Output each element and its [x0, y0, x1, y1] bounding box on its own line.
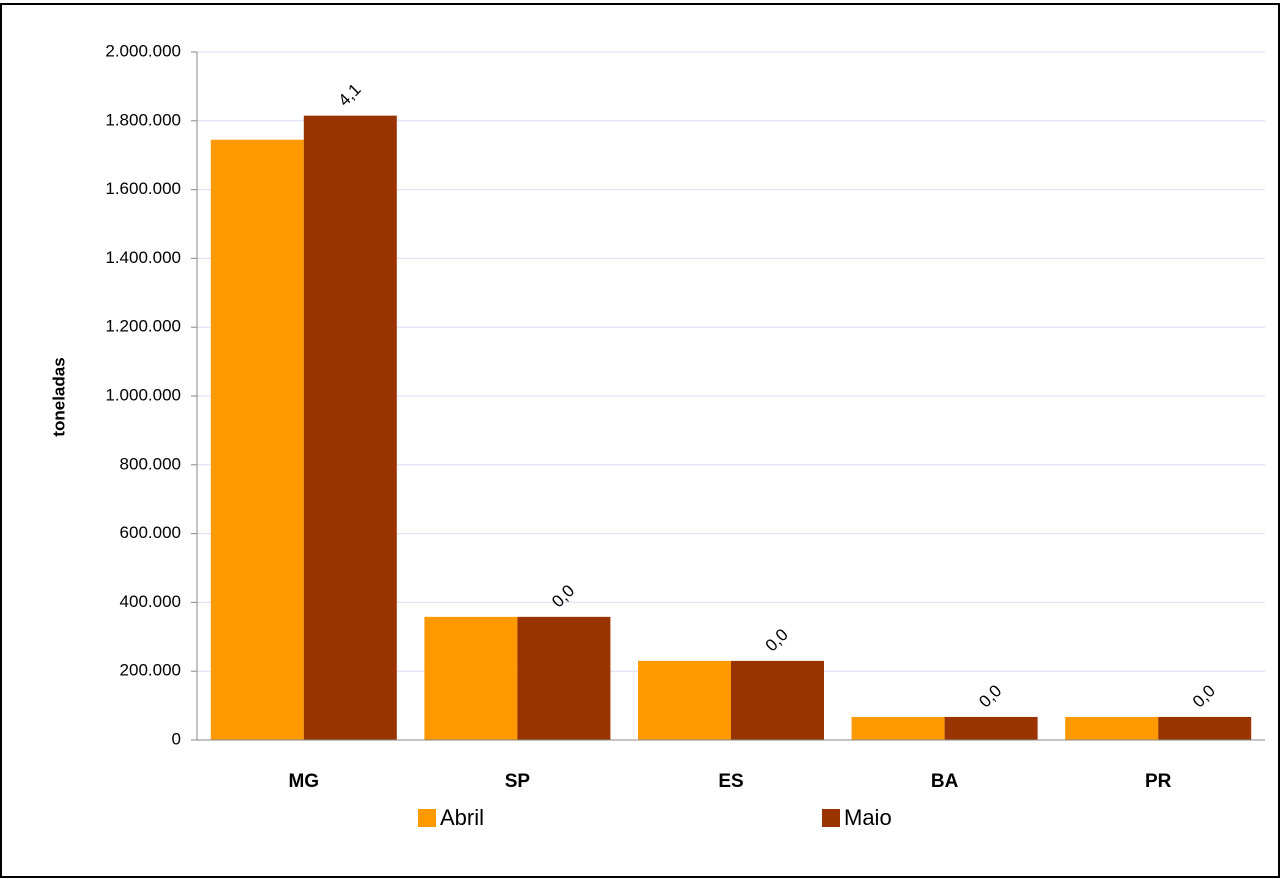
- x-tick-label: MG: [288, 771, 319, 792]
- y-tick-label: 200.000: [120, 661, 181, 680]
- y-tick-label: 800.000: [120, 454, 181, 473]
- frame: [0, 3, 1280, 878]
- bar: [1065, 716, 1159, 740]
- legend-label: Abril: [440, 805, 484, 830]
- bar: [210, 139, 304, 741]
- y-tick-label: 0: [172, 729, 181, 748]
- y-tick-label: 2.000.000: [105, 41, 181, 60]
- bar: [851, 716, 945, 740]
- change-label: 0,0: [1189, 681, 1219, 711]
- y-tick-label: 1.800.000: [105, 110, 181, 129]
- x-tick-label: ES: [718, 771, 743, 792]
- y-tick-label: 600.000: [120, 523, 181, 542]
- y-tick-label: 1.400.000: [105, 248, 181, 267]
- y-tick-label: 1.000.000: [105, 385, 181, 404]
- y-tick-label: 1.200.000: [105, 317, 181, 336]
- legend-label: Maio: [844, 805, 892, 830]
- change-label: 0,0: [548, 581, 578, 611]
- bar: [731, 660, 824, 740]
- x-tick-label: SP: [505, 771, 531, 792]
- y-tick-label: 400.000: [120, 592, 181, 611]
- bar: [944, 716, 1038, 740]
- x-tick-label: BA: [931, 771, 959, 792]
- change-label: 0,0: [762, 625, 792, 655]
- y-axis-label: toneladas: [49, 357, 68, 436]
- bar: [1158, 716, 1252, 740]
- bar: [303, 115, 397, 740]
- bar: [638, 660, 731, 740]
- change-label: 4,1: [335, 80, 365, 110]
- x-tick-label: PR: [1145, 771, 1172, 792]
- legend-swatch: [822, 809, 840, 827]
- bar: [517, 616, 611, 740]
- change-label: 0,0: [975, 681, 1005, 711]
- legend-swatch: [418, 809, 436, 827]
- y-tick-label: 1.600.000: [105, 179, 181, 198]
- bar: [424, 616, 518, 740]
